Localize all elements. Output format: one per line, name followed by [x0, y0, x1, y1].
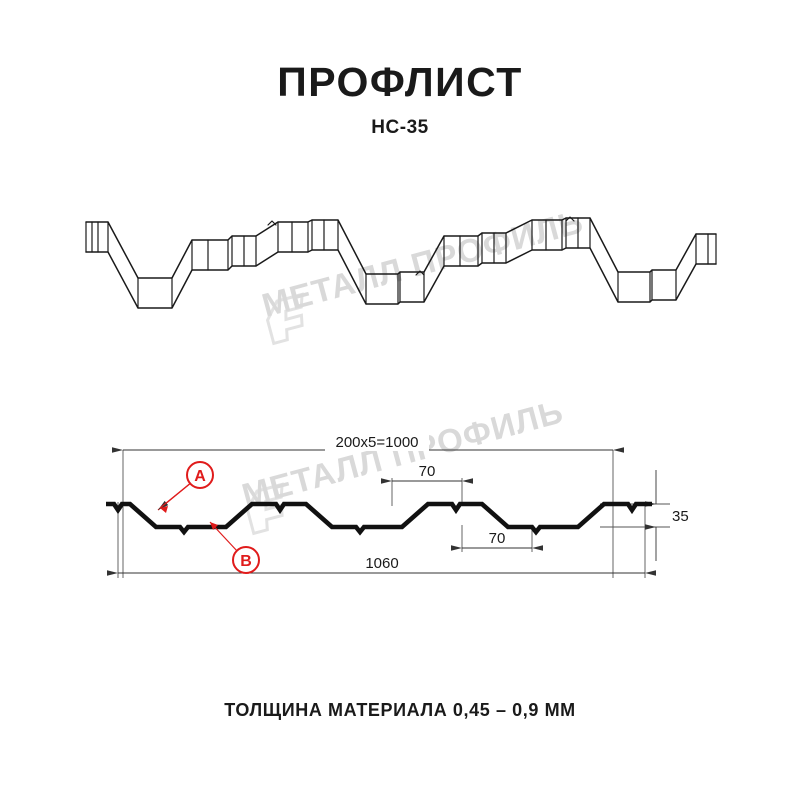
dimension-bottom-flange: 70: [451, 529, 543, 551]
callout-a: A: [157, 461, 214, 513]
title-block: ПРОФЛИСТ НС-35: [0, 62, 800, 139]
dimension-profile-height: 35: [645, 470, 689, 561]
dimension-overall-width-label: 1060: [365, 555, 398, 572]
footer-block: ТОЛЩИНА МАТЕРИАЛА 0,45 – 0,9 ММ: [0, 700, 800, 721]
page-title: ПРОФЛИСТ: [277, 59, 523, 105]
callout-a-label: A: [194, 468, 206, 485]
material-thickness-label: ТОЛЩИНА МАТЕРИАЛА 0,45 – 0,9 ММ: [224, 700, 576, 720]
product-model-label: НС-35: [371, 117, 429, 138]
dimension-useful-width: 200x5=1000: [112, 434, 624, 453]
profile-section-outline: [106, 501, 652, 536]
isometric-profile-view: [80, 200, 720, 345]
dimension-useful-width-label: 200x5=1000: [336, 434, 419, 451]
callout-b: B: [209, 521, 260, 574]
iso-sheet-geometry: [85, 216, 717, 309]
extension-lines: [117, 450, 670, 578]
dimension-top-flange: 70: [381, 463, 473, 484]
dimension-overall-width: 1060: [107, 554, 656, 576]
dimension-bottom-flange-label: 70: [489, 530, 506, 547]
callout-b-label: B: [240, 553, 252, 570]
dimension-profile-height-label: 35: [672, 508, 689, 525]
cross-section-view: 200x5=1000 1060 70 70: [100, 430, 720, 605]
dimension-top-flange-label: 70: [419, 463, 436, 480]
